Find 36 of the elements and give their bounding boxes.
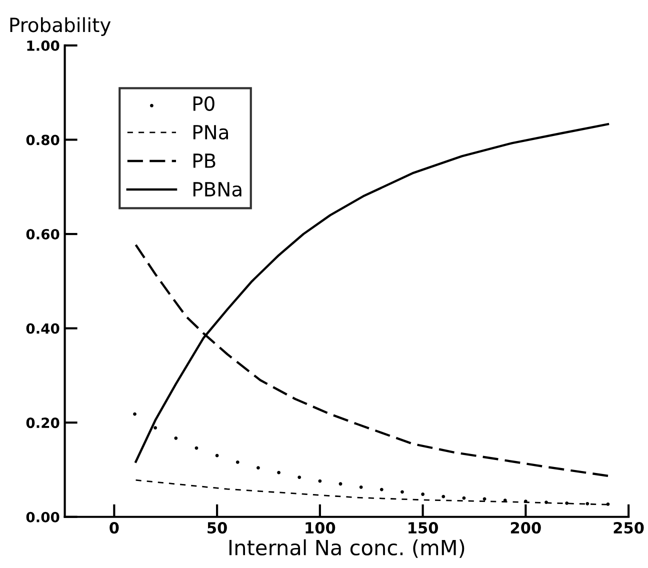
x-tick-label: 100 — [306, 522, 336, 534]
point — [174, 436, 178, 440]
point — [586, 502, 590, 506]
point — [338, 482, 342, 486]
legend-label: PB — [193, 154, 216, 168]
point — [400, 490, 404, 494]
point — [277, 470, 280, 474]
point — [236, 460, 240, 464]
point — [606, 502, 610, 506]
y-tick-label: 0.00 — [26, 512, 60, 522]
y-tick-label: 0.60 — [26, 228, 60, 240]
point — [133, 412, 136, 416]
y-tick-label: 0.20 — [26, 418, 60, 428]
y-tick-label: 0.80 — [26, 134, 60, 146]
point — [256, 466, 260, 470]
x-tick-label: 0 — [110, 522, 119, 534]
point — [298, 476, 302, 479]
legend-label: PBNa — [193, 182, 242, 197]
y-tick-label: 0.40 — [26, 323, 60, 334]
point — [215, 454, 219, 458]
point — [442, 494, 446, 498]
y-axis-title: Probability — [10, 17, 111, 36]
y-tick-label: 1.00 — [27, 40, 60, 51]
point — [359, 485, 363, 489]
point — [565, 502, 569, 505]
legend-label: P0 — [193, 96, 214, 111]
x-tick-label: 200 — [510, 522, 541, 534]
point — [421, 492, 425, 496]
point — [318, 479, 322, 483]
x-tick-label: 250 — [614, 522, 644, 534]
point — [154, 426, 158, 430]
x-axis-title: Internal Na conc. (mM) — [229, 539, 464, 558]
x-tick-label: 50 — [208, 522, 227, 534]
point — [380, 488, 384, 492]
legend-label: PNa — [193, 125, 228, 140]
x-tick-label: 150 — [408, 522, 438, 534]
